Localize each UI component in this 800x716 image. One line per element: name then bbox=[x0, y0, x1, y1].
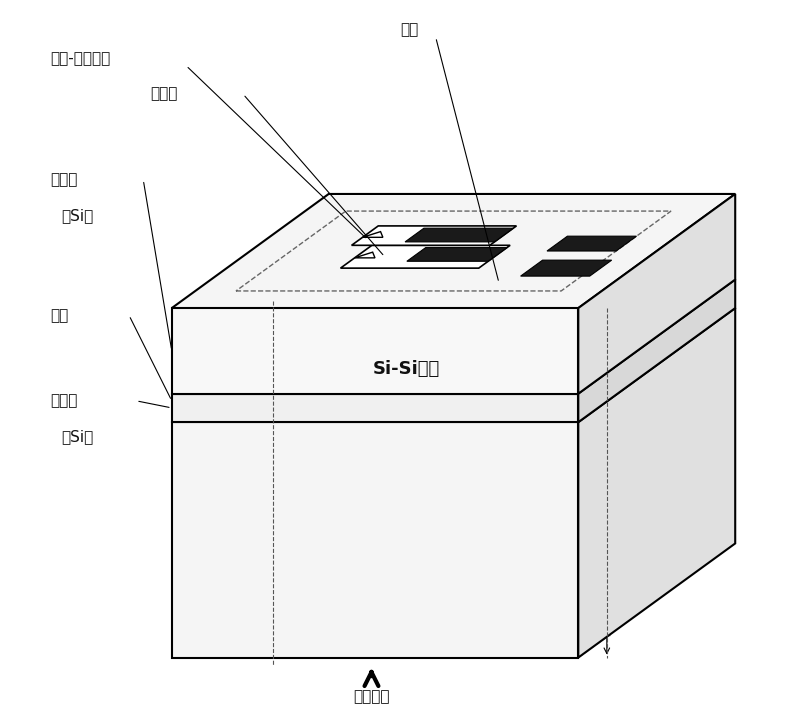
Polygon shape bbox=[172, 279, 735, 394]
Polygon shape bbox=[172, 308, 735, 422]
Polygon shape bbox=[290, 329, 593, 402]
Polygon shape bbox=[172, 422, 578, 657]
Polygon shape bbox=[341, 246, 510, 268]
Polygon shape bbox=[329, 342, 558, 388]
Polygon shape bbox=[351, 226, 517, 246]
Polygon shape bbox=[344, 365, 370, 377]
Text: 下晶片: 下晶片 bbox=[50, 393, 78, 408]
Text: 被测压力: 被测压力 bbox=[354, 690, 390, 705]
Polygon shape bbox=[405, 228, 514, 242]
Text: （Si）: （Si） bbox=[62, 429, 94, 444]
Polygon shape bbox=[578, 194, 735, 394]
Text: 上晶片: 上晶片 bbox=[50, 172, 78, 187]
Polygon shape bbox=[172, 308, 578, 394]
Polygon shape bbox=[172, 394, 578, 422]
Text: 谐振梁: 谐振梁 bbox=[150, 87, 178, 102]
Text: （Si）: （Si） bbox=[62, 208, 94, 223]
Polygon shape bbox=[407, 248, 507, 261]
Polygon shape bbox=[578, 308, 735, 657]
Polygon shape bbox=[547, 236, 637, 251]
Polygon shape bbox=[362, 231, 383, 237]
Text: Si-Si键合: Si-Si键合 bbox=[373, 359, 441, 378]
Polygon shape bbox=[172, 194, 735, 308]
Polygon shape bbox=[521, 260, 612, 276]
Polygon shape bbox=[354, 252, 375, 258]
Polygon shape bbox=[578, 279, 735, 422]
Text: 浅槽: 浅槽 bbox=[50, 308, 69, 323]
Text: 激励-拾振电阻: 激励-拾振电阻 bbox=[50, 51, 110, 66]
Text: 引线: 引线 bbox=[400, 22, 418, 37]
